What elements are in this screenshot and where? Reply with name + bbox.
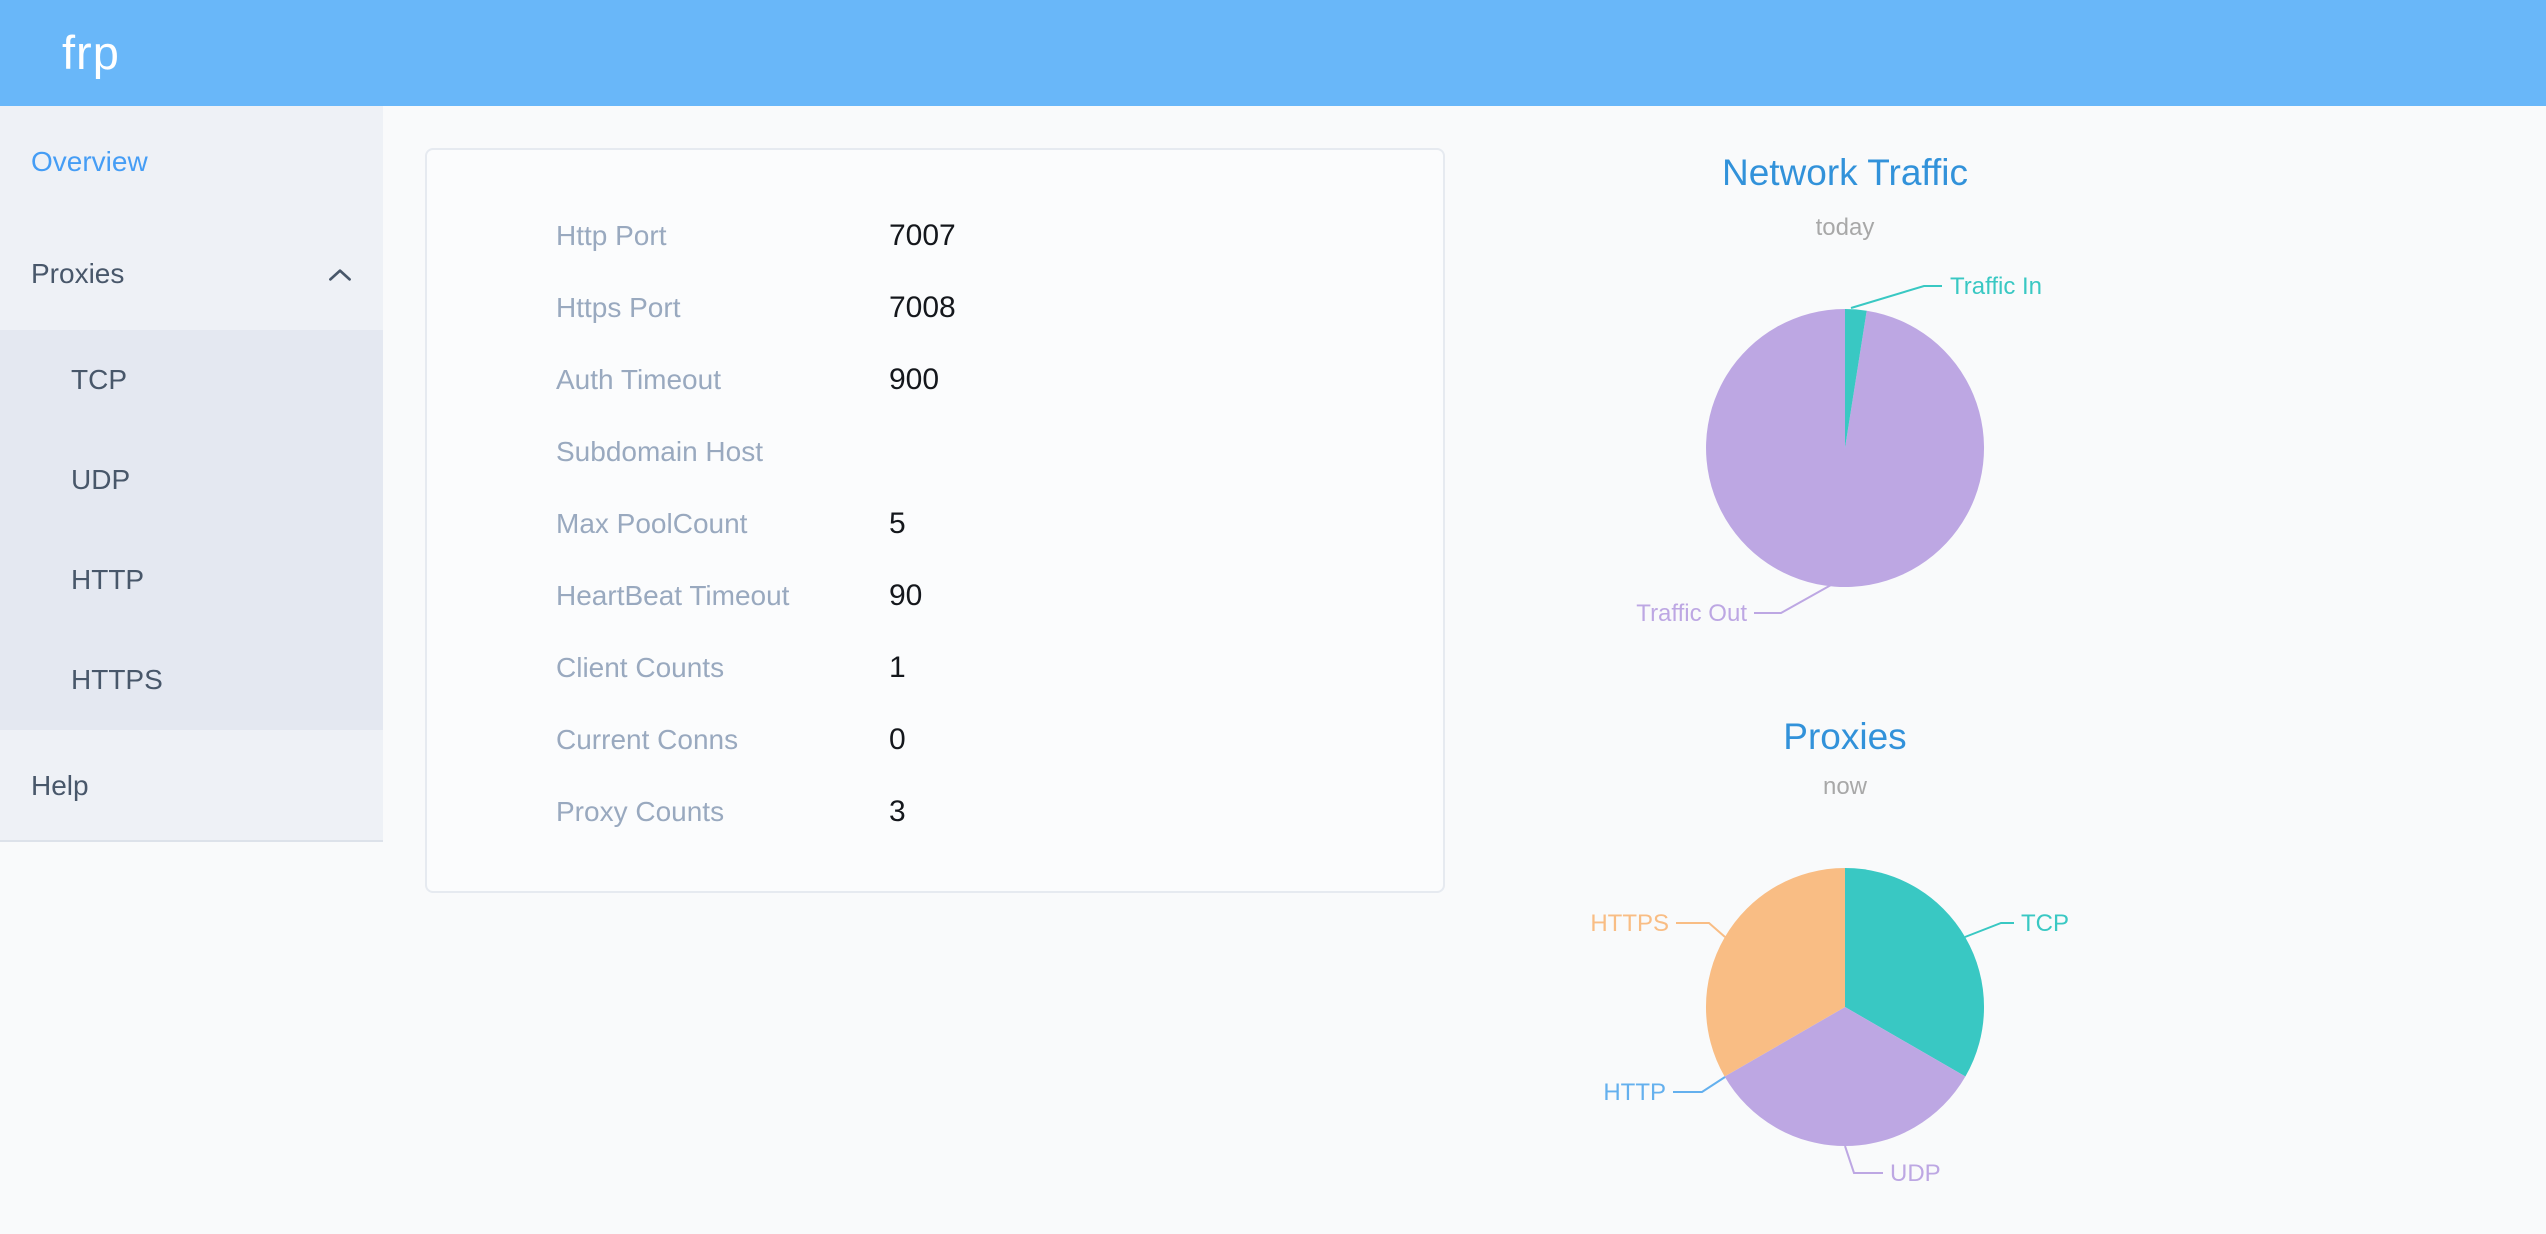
info-row-auth-timeout: Auth Timeout 900 [427, 344, 1443, 416]
pie-slice-traffic-in[interactable] [1845, 309, 1867, 448]
info-row-proxy-counts: Proxy Counts 3 [427, 776, 1443, 848]
pie-slice-tcp[interactable] [1845, 868, 1985, 1077]
info-value: 1 [889, 651, 906, 684]
info-value: 7007 [889, 219, 956, 252]
pie-slice-traffic-out[interactable] [1706, 309, 1985, 587]
pie-label-traffic-out: Traffic Out [1636, 600, 1747, 627]
sidebar-item-overview[interactable]: Overview [0, 106, 383, 218]
pie-slice-udp[interactable] [1724, 1007, 1966, 1147]
sidebar-item-label: Help [31, 770, 89, 801]
info-row-http-port: Http Port 7007 [427, 200, 1443, 272]
sidebar-item-proxies[interactable]: Proxies [0, 218, 383, 330]
info-row-subdomain-host: Subdomain Host [427, 416, 1443, 488]
pie-label-tcp: TCP [2021, 910, 2069, 937]
sidebar-submenu-proxies: TCP UDP HTTP HTTPS [0, 330, 383, 730]
chart-subtitle: now [1822, 773, 1868, 800]
pie-label-http: HTTP [1603, 1079, 1666, 1106]
app-header: frp [0, 0, 2546, 106]
info-label: Auth Timeout [556, 364, 721, 395]
chevron-up-icon [329, 269, 351, 281]
info-row-client-counts: Client Counts 1 [427, 632, 1443, 704]
label-line-udp [1844, 1145, 1883, 1174]
pie-label-udp: UDP [1890, 1160, 1941, 1187]
proxies-pie: TCP HTTPS HTTP UDP [1590, 868, 2069, 1187]
server-info-card: Http Port 7007 Https Port 7008 Auth Time… [425, 148, 1445, 893]
label-line-http [1673, 1076, 1726, 1093]
sidebar-item-label: UDP [71, 464, 131, 495]
info-value: 7008 [889, 291, 956, 324]
pie-label-https: HTTPS [1590, 910, 1669, 937]
sidebar-item-udp[interactable]: UDP [0, 430, 383, 530]
chart-title: Network Traffic [1721, 152, 1969, 193]
sidebar-item-tcp[interactable]: TCP [0, 330, 383, 430]
info-label: HeartBeat Timeout [556, 580, 790, 611]
chart-subtitle: today [1815, 214, 1875, 241]
info-row-max-poolcount: Max PoolCount 5 [427, 488, 1443, 560]
label-line-https [1676, 922, 1726, 938]
label-line-tcp [1964, 922, 2014, 938]
info-label: Https Port [556, 292, 681, 323]
sidebar-item-help[interactable]: Help [0, 730, 383, 842]
info-value: 5 [889, 507, 906, 540]
network-traffic-chart: Network Traffic today Traffic In Traffic… [1495, 120, 2195, 670]
info-label: Client Counts [556, 652, 725, 683]
info-row-current-conns: Current Conns 0 [427, 704, 1443, 776]
network-traffic-pie: Traffic In Traffic Out [1636, 273, 2042, 627]
info-value: 3 [889, 795, 906, 828]
info-value: 0 [889, 723, 906, 756]
sidebar-item-http[interactable]: HTTP [0, 530, 383, 630]
pie-slice-https[interactable] [1705, 868, 1845, 1077]
proxies-chart: Proxies now TCP HTTPS HTTP UDP [1495, 700, 2195, 1234]
info-row-https-port: Https Port 7008 [427, 272, 1443, 344]
app-logo: frp [62, 26, 120, 79]
sidebar-item-label: HTTP [71, 564, 145, 595]
info-label: Proxy Counts [556, 796, 725, 827]
sidebar-nav: Overview Proxies TCP UDP HTTP HTTPS Help [0, 106, 383, 842]
info-label: Max PoolCount [556, 508, 748, 539]
sidebar-item-https[interactable]: HTTPS [0, 630, 383, 730]
info-label: Current Conns [556, 724, 739, 755]
info-value: 90 [889, 579, 923, 612]
chart-title: Proxies [1783, 716, 1907, 757]
sidebar-item-label: HTTPS [71, 664, 163, 695]
sidebar-item-label: Proxies [31, 258, 125, 289]
sidebar-item-label: Overview [31, 146, 148, 177]
label-line-traffic-in [1850, 285, 1942, 309]
info-label: Subdomain Host [556, 436, 764, 467]
sidebar-item-label: TCP [71, 364, 127, 395]
info-row-heartbeat-timeout: HeartBeat Timeout 90 [427, 560, 1443, 632]
label-line-traffic-out [1754, 584, 1832, 614]
info-value: 900 [889, 363, 940, 396]
info-label: Http Port [556, 220, 667, 251]
pie-label-traffic-in: Traffic In [1950, 273, 2042, 300]
